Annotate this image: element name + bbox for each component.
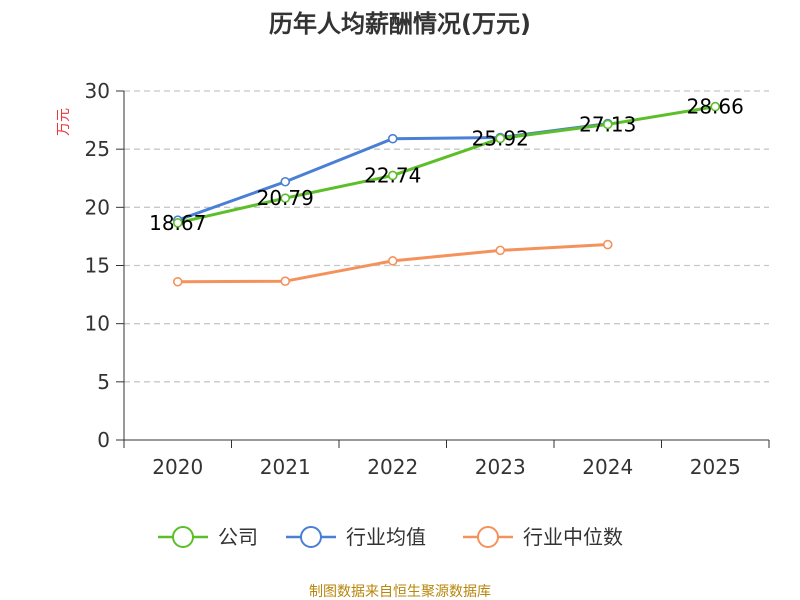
x-tick-label: 2025 [690,455,741,479]
y-tick-label: 25 [85,137,110,161]
legend-marker [477,526,499,548]
legend: 公司 行业均值 行业中位数 [158,525,623,549]
series-line-0 [177,105,716,225]
x-tick-label: 2023 [475,455,526,479]
data-point [280,176,291,187]
chart-title: 历年人均薪酬情况(万元) [269,10,531,38]
legend-label: 公司 [218,525,258,549]
source-note: 制图数据来自恒生聚源数据库 [309,584,491,600]
data-point [602,239,613,250]
data-point [602,119,613,130]
data-labels: 18.67 20.79 22.74 25.92 27.13 28.66 [149,95,744,235]
data-label: 28.66 [687,95,744,119]
data-point [710,101,721,112]
x-tick-label: 2022 [367,455,418,479]
data-point [495,245,506,256]
series-group [172,101,721,287]
x-tick-label: 2021 [260,455,311,479]
y-tick-label: 20 [85,195,110,219]
x-tick-label: 2024 [582,455,633,479]
data-point [387,256,398,266]
legend-label: 行业均值 [346,525,426,549]
data-point [172,218,183,228]
data-point [172,276,183,287]
data-label: 25.92 [472,126,529,150]
y-axis-label: 万元 [56,108,72,136]
data-label: 22.74 [364,163,421,187]
legend-label: 行业中位数 [523,525,623,549]
y-tick-label: 15 [85,254,110,278]
legend-marker [300,526,322,548]
data-label: 20.79 [257,186,314,210]
data-label: 18.67 [149,211,206,235]
data-point [280,193,291,203]
data-label: 27.13 [579,112,636,136]
y-tick-label: 30 [85,79,110,103]
y-tick-label: 0 [97,428,110,452]
grid-lines [124,90,769,383]
data-point [495,133,506,144]
y-tick-label: 10 [85,312,110,336]
y-tick-label: 5 [97,370,110,394]
x-tick-label: 2020 [152,455,203,479]
data-point [387,133,398,144]
data-point [280,276,291,287]
legend-marker [172,526,194,548]
data-point [387,170,398,181]
